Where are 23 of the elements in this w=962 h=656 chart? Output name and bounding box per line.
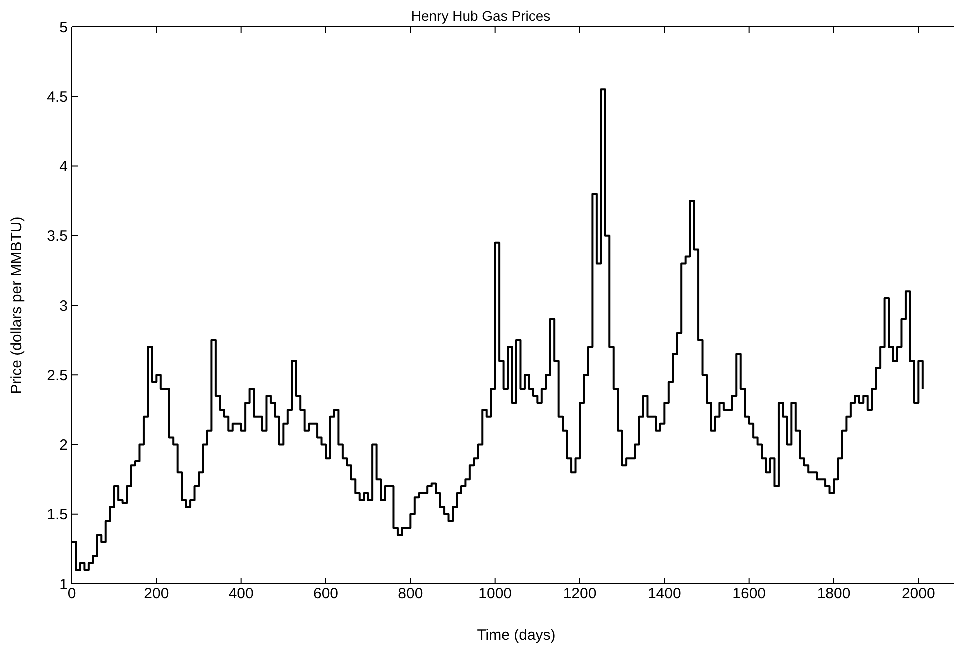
x-tick-label: 0 (68, 586, 76, 603)
y-tick-label: 3.5 (47, 228, 68, 246)
y-tick-label: 4.5 (47, 88, 68, 106)
x-tick-label: 1000 (478, 586, 512, 603)
y-tick-label: 3 (60, 298, 68, 315)
x-tick-label: 1400 (648, 586, 682, 603)
y-tick-label: 2 (60, 437, 68, 454)
y-tick-label: 4 (60, 158, 68, 176)
chart-title: Henry Hub Gas Prices (411, 8, 551, 24)
y-axis-title: Price (dollars per MMBTU) (8, 216, 26, 394)
x-tick-label: 1800 (817, 586, 851, 603)
y-tick-label: 1.5 (47, 506, 68, 524)
x-tick-label: 1200 (563, 586, 597, 603)
x-axis-title: Time (days) (477, 627, 556, 644)
x-tick-label: 400 (228, 586, 254, 603)
x-tick-label: 600 (313, 586, 339, 603)
x-tick-label: 1600 (732, 586, 766, 603)
x-tick-label: 800 (398, 586, 424, 603)
y-tick-label: 5 (60, 19, 68, 36)
x-tick-label: 2000 (902, 586, 936, 603)
x-tick-label: 200 (144, 586, 170, 603)
y-tick-label: 1 (60, 576, 68, 594)
y-tick-label: 2.5 (47, 367, 68, 384)
